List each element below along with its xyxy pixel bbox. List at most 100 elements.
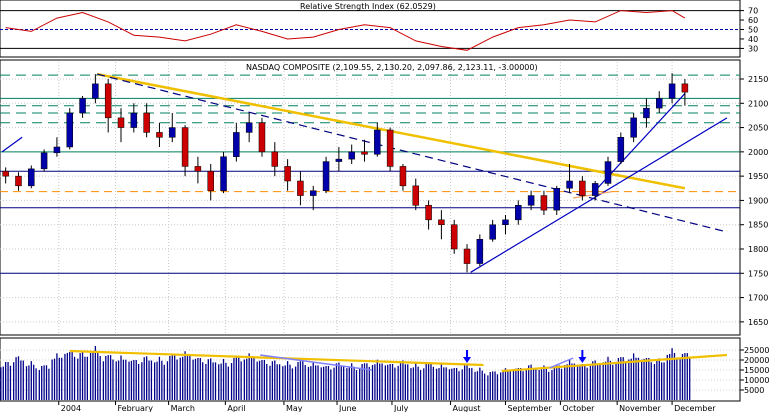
price-tick-label: 1650 — [748, 318, 768, 327]
x-tick-label: July — [393, 404, 409, 412]
candle-body — [15, 175, 22, 187]
candle-body — [566, 180, 573, 189]
volume-trendline — [501, 353, 728, 373]
rsi-tick-label: 50 — [748, 26, 758, 35]
volume-trendline — [549, 357, 574, 369]
price-trendline — [1, 136, 23, 153]
rsi-tick-label: 60 — [748, 16, 758, 25]
candle-body — [617, 137, 625, 162]
rsi-tick-label: 70 — [748, 7, 758, 16]
candle-body — [169, 127, 176, 138]
price-tick-label: 2100 — [748, 99, 768, 108]
price-panel: 2150 2100 2050 2000 1950 1900 1850 1800 1750 1700… — [0, 59, 768, 336]
candle-body — [399, 166, 407, 187]
price-tick-label: 2050 — [748, 124, 768, 133]
candle-body — [681, 83, 689, 93]
candle-body — [630, 117, 637, 138]
candle-body — [668, 83, 676, 99]
candle-body — [220, 156, 227, 191]
candle-body — [335, 158, 343, 162]
candle-body — [233, 132, 240, 157]
x-tick-label: September — [507, 404, 552, 412]
volume-tick-label: 10000 — [744, 376, 769, 385]
price-tick-label: 2150 — [748, 75, 768, 84]
volume-tick-label: 20000 — [744, 356, 769, 365]
candle-body — [450, 224, 458, 250]
candle-body — [374, 129, 381, 155]
candle-body — [66, 112, 73, 148]
x-tick-label: October — [562, 404, 595, 412]
volume-annotations — [463, 350, 587, 363]
candle-body — [438, 219, 445, 225]
candle-body — [502, 219, 509, 225]
x-tick-label: April — [227, 404, 245, 412]
candle-body — [258, 122, 266, 153]
candle-body — [207, 171, 214, 191]
candle-body — [425, 205, 432, 221]
rsi-title: Relative Strength Index (62.0529) — [300, 2, 436, 11]
candle-body — [591, 183, 599, 196]
price-tick-label: 1900 — [748, 196, 768, 205]
candle-body — [92, 83, 99, 99]
candle-body — [156, 132, 163, 138]
candle-body — [245, 122, 253, 133]
x-axis: 2004 February March April May June July August S… — [58, 401, 716, 412]
candle-body — [271, 151, 279, 167]
price-tick-label: 1800 — [748, 245, 768, 254]
price-tick-label: 1750 — [748, 269, 768, 278]
candle-body — [604, 161, 612, 184]
candle-body — [412, 185, 420, 206]
price-tick-label: 1850 — [748, 221, 768, 230]
volume-tick-label: 5000 — [744, 386, 764, 395]
candle-body — [386, 129, 394, 167]
rsi-tick-label: 30 — [748, 44, 758, 53]
price-tick-label: 1950 — [748, 172, 768, 181]
candle-body — [130, 112, 138, 128]
candle-body — [117, 117, 125, 128]
x-tick-label: November — [619, 404, 661, 412]
price-y-axis: 2150 2100 2050 2000 1950 1900 1850 1800 1750 1700… — [740, 75, 768, 327]
rsi-gridlines — [0, 10, 740, 49]
x-tick-label: 2004 — [61, 404, 81, 412]
candle-body — [656, 98, 663, 109]
x-tick-label: March — [171, 404, 195, 412]
candle-body — [104, 83, 112, 119]
x-tick-label: June — [338, 404, 357, 412]
volume-trendlines — [69, 349, 728, 373]
rsi-series — [5, 10, 686, 51]
candle-body — [527, 195, 535, 206]
candle-body — [2, 171, 9, 177]
candle-body — [322, 161, 330, 191]
candle-body — [297, 180, 304, 196]
candle-body — [463, 248, 471, 264]
volume-trendline — [260, 354, 372, 371]
candle-body — [181, 127, 189, 167]
volume-tick-label: 15000 — [744, 366, 769, 375]
candle-body — [540, 195, 548, 211]
price-trendline — [470, 117, 728, 273]
candle-body — [348, 151, 355, 160]
price-trendline — [97, 73, 728, 233]
rsi-tick-label: 40 — [748, 35, 758, 44]
price-title: NASDAQ COMPOSITE (2,109.55, 2,130.20, 2,… — [246, 63, 538, 72]
candle-body — [194, 166, 202, 172]
candle-body — [489, 224, 496, 240]
price-tick-label: 2000 — [748, 148, 768, 157]
x-tick-label: December — [674, 404, 716, 412]
price-levels — [0, 74, 740, 274]
volume-bars — [0, 346, 691, 400]
candle-body — [53, 146, 61, 154]
candle-body — [643, 107, 650, 119]
x-tick-label: May — [286, 404, 303, 412]
candle-body — [28, 168, 35, 187]
candle-body — [515, 205, 522, 221]
volume-arrow-head — [578, 357, 587, 363]
candle-body — [361, 151, 368, 155]
price-tick-label: 1700 — [748, 294, 768, 303]
rsi-plot-frame — [0, 0, 741, 58]
